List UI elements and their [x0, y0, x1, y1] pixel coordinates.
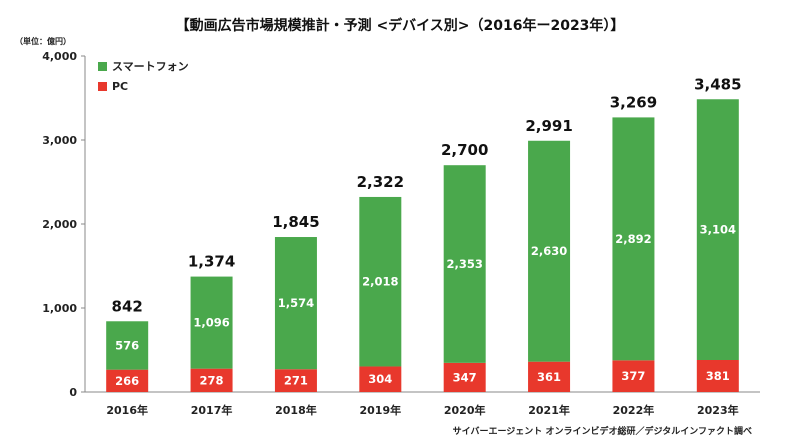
- bar-value-label: 2,018: [362, 275, 398, 289]
- bar-segment: [696, 359, 739, 392]
- bar-value-label: 361: [537, 370, 561, 384]
- bar-total-label: 1,845: [272, 213, 319, 231]
- bar-total-label: 2,322: [357, 173, 404, 191]
- bar-value-label: 266: [115, 374, 139, 388]
- bar-segment: [359, 196, 402, 367]
- bar-value-label: 304: [368, 372, 392, 386]
- x-category-label: 2023年: [697, 403, 739, 417]
- bar-value-label: 2,630: [531, 244, 567, 258]
- y-tick-label: 1,000: [42, 302, 77, 315]
- bar-segment: [528, 361, 571, 392]
- bar-segment: [443, 165, 486, 363]
- y-tick-label: 4,000: [42, 50, 77, 63]
- bar-value-label: 1,096: [193, 316, 229, 330]
- source-note: サイバーエージェント オンラインビデオ総研／デジタルインファクト調べ: [453, 425, 752, 437]
- x-category-label: 2019年: [360, 403, 402, 417]
- bar-segment: [612, 117, 655, 361]
- bar-value-label: 2,353: [446, 257, 482, 271]
- y-tick-label: 0: [69, 386, 77, 399]
- legend-label: スマートフォン: [112, 60, 189, 73]
- bar-segment: [190, 276, 233, 369]
- bar-value-label: 271: [284, 374, 308, 388]
- legend-swatch: [98, 62, 107, 71]
- bar-value-label: 377: [621, 369, 645, 383]
- bar-segment: [443, 362, 486, 392]
- bar-total-label: 3,485: [694, 75, 741, 93]
- bar-segment: [106, 369, 149, 392]
- legend-swatch: [98, 82, 107, 91]
- bar-total-label: 842: [112, 297, 143, 315]
- y-tick-label: 3,000: [42, 134, 77, 147]
- x-category-label: 2022年: [613, 403, 655, 417]
- bars: 266 576 842 2016年 278 1,096 1,374 2017年 271 1,574…: [106, 75, 742, 417]
- x-category-label: 2016年: [106, 403, 148, 417]
- legend: スマートフォン PC: [98, 60, 189, 93]
- bar-segment: [106, 321, 149, 370]
- x-category-label: 2017年: [191, 403, 233, 417]
- bar-total-label: 3,269: [610, 93, 657, 111]
- bar-value-label: 278: [200, 373, 224, 387]
- bar-segment: [274, 369, 317, 392]
- chart-title: 【動画広告市場規模推計・予測 <デバイス別>（2016年ー2023年）】: [176, 17, 625, 34]
- bar-value-label: 381: [706, 369, 730, 383]
- bar-total-label: 2,700: [441, 141, 488, 159]
- bar-segment: [696, 99, 739, 360]
- bar-value-label: 347: [453, 370, 477, 384]
- bar-value-label: 3,104: [700, 223, 736, 237]
- bar-total-label: 1,374: [188, 253, 235, 271]
- bar-value-label: 2,892: [615, 232, 651, 246]
- y-tick-label: 2,000: [42, 218, 77, 231]
- bar-value-label: 1,574: [278, 296, 314, 310]
- bar-segment: [359, 366, 402, 392]
- bar-value-label: 576: [115, 338, 139, 352]
- bar-segment: [274, 237, 317, 370]
- bar-total-label: 2,991: [525, 117, 572, 135]
- unit-label: （単位：億円）: [15, 36, 71, 46]
- x-category-label: 2018年: [275, 403, 317, 417]
- x-category-label: 2021年: [528, 403, 570, 417]
- legend-label: PC: [112, 80, 128, 93]
- x-category-label: 2020年: [444, 403, 486, 417]
- bar-segment: [190, 368, 233, 392]
- bar-segment: [528, 140, 571, 362]
- bar-segment: [612, 360, 655, 392]
